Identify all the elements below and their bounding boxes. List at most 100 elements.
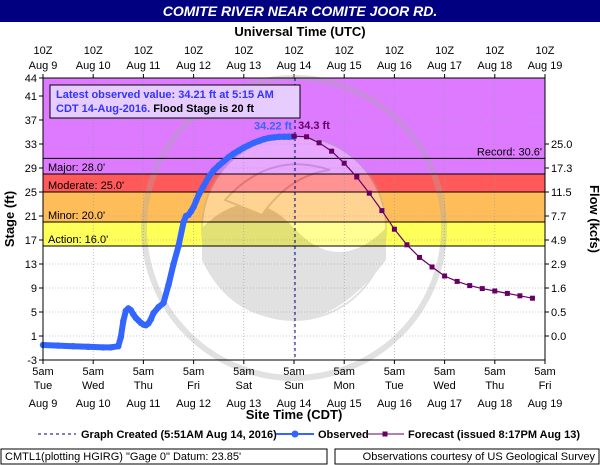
flow-tick-label-5: 7.7: [551, 211, 566, 223]
stage-tick-label-0: -3: [27, 355, 37, 367]
flow-tick-label-4: 4.9: [551, 235, 566, 247]
stage-axis-label: Stage (ft): [2, 191, 17, 247]
site-tick-date-0: Aug 9: [29, 398, 58, 410]
forecast-point-13: [454, 278, 460, 284]
legend-observed-label: Observed: [318, 429, 369, 441]
peak-forecast-label: 34.3 ft: [298, 120, 330, 132]
site-tick-date-5: Aug 14: [277, 398, 312, 410]
observed-point-21: [155, 304, 162, 311]
stage-tick-label-12: 44: [25, 73, 37, 85]
utc-tick-hour-0: 10Z: [34, 45, 53, 57]
site-tick-weekday-0: Tue: [34, 380, 53, 392]
observed-point-37: [220, 158, 227, 165]
stage-tick-label-5: 17: [25, 235, 37, 247]
forecast-point-3: [329, 148, 335, 154]
site-tick-date-4: Aug 13: [226, 398, 261, 410]
flow-tick-label-0: 0.0: [551, 331, 566, 343]
flow-tick-label-7: 17.3: [551, 163, 572, 175]
forecast-point-19: [529, 295, 535, 301]
observed-point-23: [165, 281, 172, 289]
observed-point-50: [285, 133, 293, 140]
flood-category-label-3: Major: 28.0': [48, 162, 105, 174]
chart-title: COMITE RIVER NEAR COMITE JOOR RD.: [163, 3, 438, 19]
utc-tick-hour-1: 10Z: [84, 45, 103, 57]
observed-point-33: [200, 182, 207, 190]
forecast-point-0: [291, 133, 297, 139]
observed-point-32: [195, 191, 202, 199]
observed-point-47: [270, 134, 278, 141]
observed-point-4: [100, 344, 107, 351]
info-box-date: CDT 14-Aug-2016.: [56, 103, 150, 115]
stage-axis-ticks: -3 1 5 9 13 17 21 25 29 33 37 41 44: [25, 73, 43, 367]
forecast-point-9: [404, 242, 410, 248]
site-tick-time-6: 5am: [333, 366, 354, 378]
site-tick-weekday-6: Mon: [333, 380, 354, 392]
observed-point-20: [150, 310, 157, 317]
observed-point-45: [260, 136, 268, 143]
record-label: Record: 30.6': [477, 146, 542, 158]
observed-point-6: [115, 343, 122, 350]
utc-tick-hour-6: 10Z: [335, 45, 354, 57]
observed-point-39: [230, 150, 237, 157]
title-bar: [0, 0, 600, 22]
site-tick-time-1: 5am: [82, 366, 103, 378]
site-tick-date-3: Aug 12: [176, 398, 211, 410]
observed-point-48: [275, 133, 283, 140]
utc-tick-hour-4: 10Z: [234, 45, 253, 57]
site-tick-weekday-8: Wed: [433, 380, 455, 392]
site-tick-date-8: Aug 17: [427, 398, 462, 410]
top-axis-title: Universal Time (UTC): [234, 24, 365, 39]
forecast-point-6: [366, 190, 372, 196]
utc-tick-hour-10: 10Z: [536, 45, 555, 57]
site-tick-time-0: 5am: [32, 366, 53, 378]
footer-datum-text: CMTL1(plotting HGIRG) "Gage 0" Datum: 23…: [5, 451, 241, 463]
observed-point-42: [245, 142, 253, 149]
site-tick-weekday-1: Wed: [82, 380, 104, 392]
utc-tick-day-4: Aug 13: [226, 60, 261, 72]
info-box-flood-stage: Flood Stage is 20 ft: [150, 103, 254, 115]
plot-area: Action: 16.0' Minor: 20.0' Moderate: 25.0'…: [39, 75, 546, 381]
observed-point-2: [69, 343, 77, 350]
site-tick-date-9: Aug 18: [477, 398, 512, 410]
observed-point-1: [54, 342, 62, 349]
forecast-point-2: [316, 140, 322, 146]
observed-point-43: [250, 139, 258, 146]
site-tick-date-10: Aug 19: [528, 398, 563, 410]
info-box-line1: Latest observed value: 34.21 ft at 5:15 …: [56, 89, 274, 101]
utc-tick-hour-7: 10Z: [385, 45, 404, 57]
top-axis-ticks: 10Z Aug 9 10Z Aug 10 10Z Aug 11 10Z Aug 12 10Z Au…: [29, 45, 562, 78]
utc-tick-day-9: Aug 18: [477, 60, 512, 72]
legend: Graph Created (5:51AM Aug 14, 2016) Obse…: [38, 429, 580, 441]
forecast-point-16: [492, 288, 498, 294]
site-tick-weekday-9: Thu: [485, 380, 504, 392]
site-tick-date-2: Aug 11: [126, 398, 160, 410]
flood-category-label-0: Action: 16.0': [48, 234, 108, 246]
flow-tick-label-2: 1.6: [551, 283, 566, 295]
stage-tick-label-11: 41: [25, 91, 37, 103]
stage-tick-label-9: 33: [25, 139, 37, 151]
site-tick-weekday-5: Sun: [284, 380, 304, 392]
forecast-point-5: [354, 174, 360, 180]
observed-point-22: [160, 299, 167, 307]
observed-point-38: [225, 154, 232, 161]
site-tick-weekday-4: Sat: [236, 380, 253, 392]
flow-axis-ticks: 0.0 0.5 1.6 2.9 4.9 7.7 11.5 17.3 25.0: [545, 139, 572, 343]
legend-forecast-label: Forecast (issued 8:17PM Aug 13): [408, 429, 580, 441]
observed-point-34: [205, 173, 212, 181]
observed-point-3: [84, 343, 92, 350]
legend-graph-created-label: Graph Created (5:51AM Aug 14, 2016): [81, 429, 277, 441]
observed-point-7: [117, 334, 125, 341]
forecast-point-1: [304, 134, 310, 140]
utc-tick-hour-3: 10Z: [184, 45, 203, 57]
observed-point-25: [175, 242, 182, 250]
forecast-point-12: [442, 273, 448, 279]
observed-point-5: [107, 344, 114, 351]
stage-tick-label-7: 25: [25, 187, 37, 199]
site-time-axis-ticks: 5am Tue Aug 9 5am Wed Aug 10 5am Thu Aug 11 5am Fr…: [29, 360, 563, 410]
observed-point-8: [120, 317, 127, 325]
stage-tick-label-6: 21: [25, 211, 37, 223]
footer-right-box: [334, 448, 600, 465]
utc-tick-hour-9: 10Z: [485, 45, 504, 57]
info-box-frame: [49, 84, 301, 119]
